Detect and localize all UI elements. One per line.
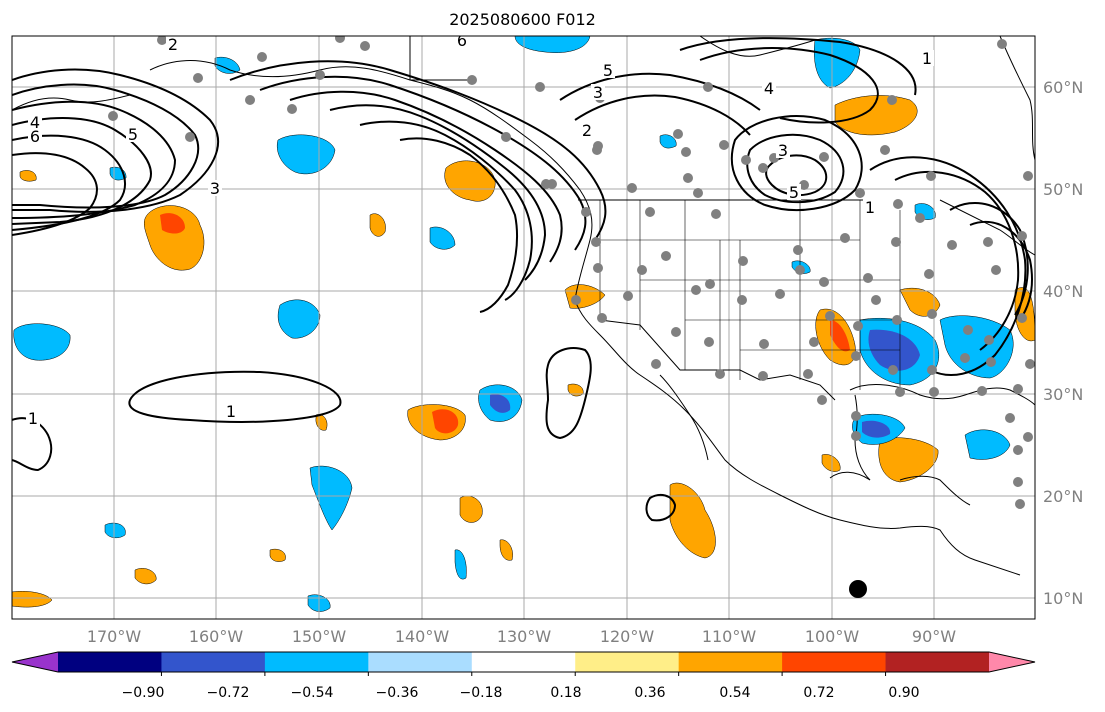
lon-label: 150°W <box>292 627 347 646</box>
lat-label: 10°N <box>1043 589 1083 608</box>
colorbar-segment <box>471 652 576 672</box>
lon-label: 130°W <box>497 627 552 646</box>
colorbar-tick-label: −0.36 <box>376 685 419 701</box>
colorbar-extension-high <box>989 652 1035 672</box>
colorbar-segment <box>264 652 369 672</box>
lon-label: 170°W <box>87 627 142 646</box>
lat-label: 30°N <box>1043 385 1083 404</box>
colorbar-tick-label: 0.36 <box>634 685 665 701</box>
contour-label: 5 <box>603 61 613 80</box>
contour-label: 2 <box>582 121 592 140</box>
colorbar-tick-label: 0.18 <box>550 685 581 701</box>
colorbar <box>11 651 1036 676</box>
lon-label: 90°W <box>912 627 956 646</box>
station-markers <box>108 36 1035 509</box>
graticule <box>12 36 1035 619</box>
colorbar-tick-labels: −0.90 −0.72 −0.54 −0.36 −0.18 0.18 0.36 … <box>122 685 920 701</box>
colorbar-tick-label: 0.90 <box>888 685 919 701</box>
contour-label: 4 <box>30 113 40 132</box>
longitude-labels: 170°W 160°W 150°W 140°W 130°W 120°W 110°… <box>87 627 956 646</box>
contour-label: 6 <box>30 127 40 146</box>
lon-label: 110°W <box>702 627 757 646</box>
colorbar-segment <box>161 652 266 672</box>
contour-label: 3 <box>593 83 603 102</box>
contour-label: 1 <box>865 198 875 217</box>
colorbar-outline <box>11 651 1036 673</box>
colorbar-tick-label: −0.18 <box>460 685 503 701</box>
colorbar-segment <box>782 652 887 672</box>
lat-label: 60°N <box>1043 78 1083 97</box>
coastlines <box>12 36 1035 576</box>
contour-label: 1 <box>226 402 236 421</box>
contour-label: 1 <box>922 49 932 68</box>
colorbar-tick-label: −0.54 <box>291 685 334 701</box>
contour-label: 6 <box>457 31 467 50</box>
lat-label: 40°N <box>1043 282 1083 301</box>
positive-anomaly-shading <box>12 95 1035 608</box>
contour-label: 4 <box>764 79 774 98</box>
contour-label: 3 <box>210 179 220 198</box>
lon-label: 160°W <box>189 627 244 646</box>
contour-label: 2 <box>168 35 178 54</box>
colorbar-tick-label: −0.90 <box>122 685 165 701</box>
colorbar-tick-label: 0.72 <box>803 685 834 701</box>
latitude-labels: 60°N 50°N 40°N 30°N 20°N 10°N <box>1043 78 1083 608</box>
map-frame <box>11 35 1036 620</box>
storm-center-marker <box>849 580 867 598</box>
lon-label: 100°W <box>805 627 860 646</box>
contour-label: 5 <box>128 125 138 144</box>
colorbar-segment <box>368 652 473 672</box>
colorbar-segment <box>885 652 990 672</box>
contour-lines <box>12 37 1033 522</box>
contour-label: 1 <box>28 409 38 428</box>
contour-label-group: 6 5 4 3 2 1 6 5 4 3 5 3 2 1 <box>26 31 934 428</box>
contour-label: 5 <box>789 183 799 202</box>
lon-label: 140°W <box>395 627 450 646</box>
colorbar-extension-low <box>12 652 58 672</box>
colorbar-tick-label: 0.54 <box>719 685 750 701</box>
contour-label: 3 <box>778 141 788 160</box>
lat-label: 20°N <box>1043 487 1083 506</box>
colorbar-segment <box>575 652 680 672</box>
lat-label: 50°N <box>1043 180 1083 199</box>
negative-anomaly-shading <box>13 36 1014 612</box>
lon-label: 120°W <box>600 627 655 646</box>
map-title: 2025080600 F012 <box>449 10 596 29</box>
colorbar-tick-label: −0.72 <box>207 685 250 701</box>
colorbar-segment <box>58 652 162 672</box>
colorbar-segment <box>678 652 783 672</box>
